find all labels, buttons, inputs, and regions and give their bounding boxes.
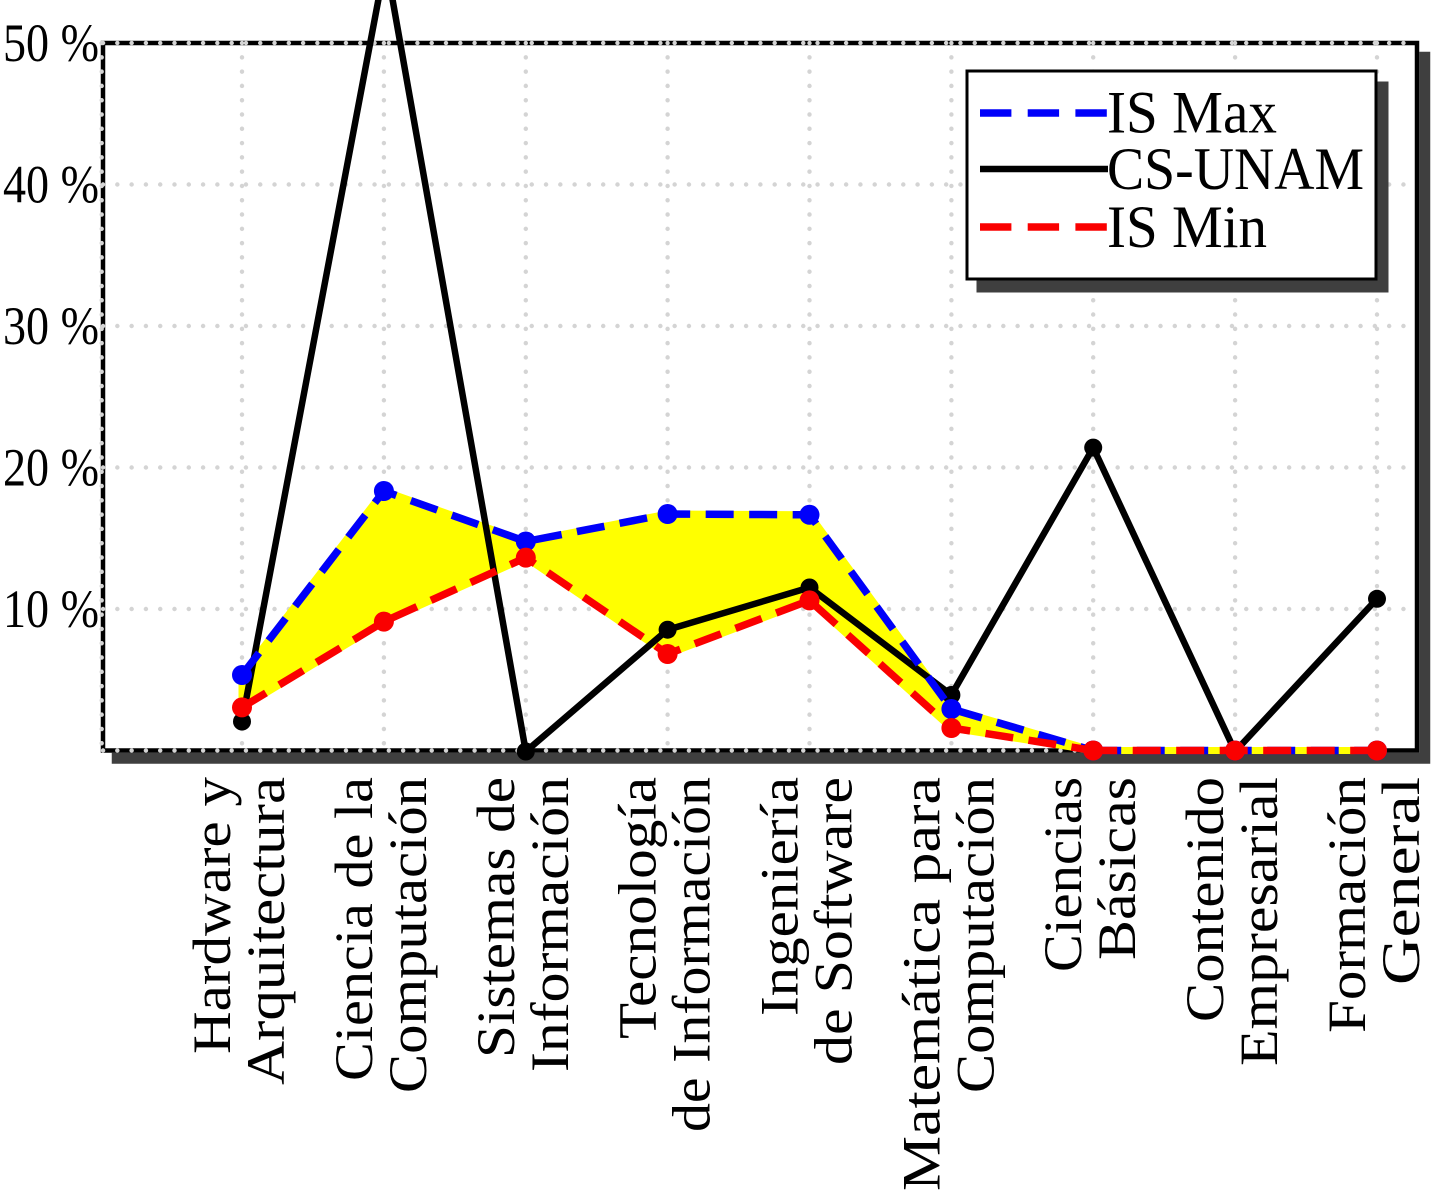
svg-text:Ciencias: Ciencias xyxy=(1033,777,1093,972)
svg-text:Formación: Formación xyxy=(1317,777,1377,1033)
svg-text:Arquitectura: Arquitectura xyxy=(236,777,296,1085)
svg-text:Matemática para: Matemática para xyxy=(891,777,951,1191)
svg-text:Básicas: Básicas xyxy=(1087,777,1147,960)
svg-text:Computación: Computación xyxy=(378,777,438,1093)
svg-text:de Software: de Software xyxy=(804,777,864,1065)
svg-text:CS-UNAM: CS-UNAM xyxy=(1107,136,1364,202)
svg-text:Información: Información xyxy=(520,777,580,1072)
svg-text:IS Max: IS Max xyxy=(1107,80,1277,146)
svg-text:30 %: 30 % xyxy=(3,296,99,356)
svg-text:IS Min: IS Min xyxy=(1107,194,1267,260)
svg-text:Empresarial: Empresarial xyxy=(1229,777,1289,1066)
svg-text:Sistemas de: Sistemas de xyxy=(466,777,526,1058)
svg-text:Tecnología: Tecnología xyxy=(608,777,668,1039)
svg-text:50 %: 50 % xyxy=(3,13,99,73)
svg-text:40 %: 40 % xyxy=(3,155,99,215)
svg-text:20 %: 20 % xyxy=(3,438,99,498)
svg-text:Computación: Computación xyxy=(945,777,1005,1093)
svg-text:General: General xyxy=(1371,777,1431,985)
svg-text:Ingeniería: Ingeniería xyxy=(750,777,810,1016)
svg-text:10 %: 10 % xyxy=(3,579,99,639)
svg-text:Ciencia de la: Ciencia de la xyxy=(324,777,384,1081)
svg-text:Hardware y: Hardware y xyxy=(182,777,242,1054)
svg-text:de Información: de Información xyxy=(662,777,722,1132)
svg-text:Contenido: Contenido xyxy=(1175,777,1235,1022)
